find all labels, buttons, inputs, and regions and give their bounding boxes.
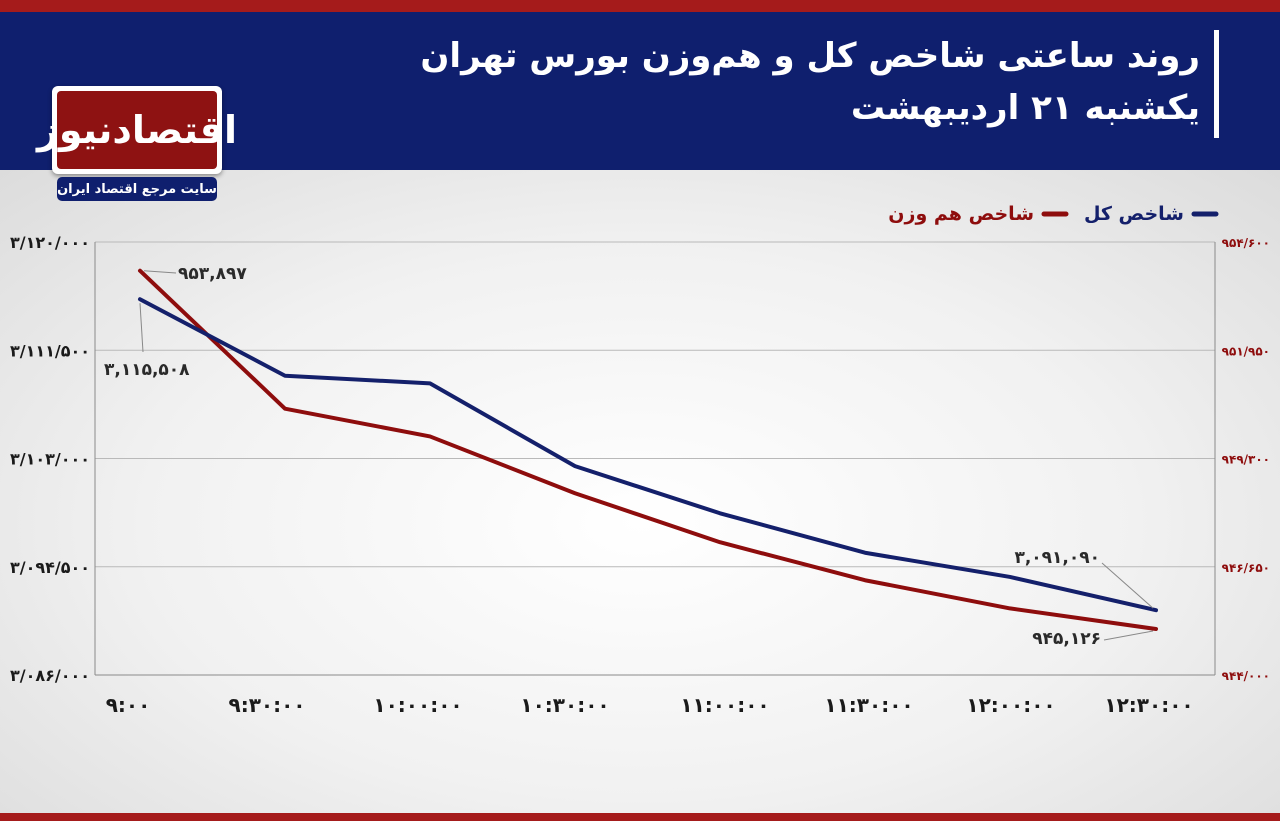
logo-tagline: سایت مرجع اقتصاد ایران (57, 177, 217, 201)
leader-line (1101, 562, 1154, 609)
x-axis-tick-label: ۱۱:۰۰:۰۰ (680, 693, 769, 717)
right-axis-tick-label: ۹۴۴/۰۰۰ (1222, 669, 1270, 683)
x-axis-tick-label: ۱۲:۳۰:۰۰ (1104, 693, 1193, 717)
logo: اقتصادنیوز (37, 86, 237, 174)
x-axis-tick-label: ۹:۳۰:۰۰ (228, 693, 305, 717)
data-labels: ۹۵۳,۸۹۷ ۳,۱۱۵,۵۰۸ ۳,۰۹۱,۰۹۰ ۹۴۵,۱۲۶ (104, 264, 1154, 649)
chart-title: روند ساعتی شاخص کل و هم‌وزن بورس تهران (420, 36, 1200, 76)
bottom-accent-strip (0, 813, 1280, 821)
logo-wordmark: اقتصادنیوز (37, 91, 237, 169)
start-label-equal-weight: ۹۵۳,۸۹۷ (178, 264, 247, 284)
header-divider (1214, 30, 1219, 138)
top-accent-strip (0, 0, 1280, 12)
series-line-main-index (138, 297, 1158, 613)
chart-subtitle: یکشنبه ۲۱ اردیبهشت (850, 88, 1200, 128)
left-axis-tick-label: ۳/۰۸۶/۰۰۰ (10, 666, 90, 685)
grid (95, 241, 1215, 676)
leader-line (1103, 630, 1154, 641)
x-axis-tick-label: ۱۲:۰۰:۰۰ (966, 693, 1055, 717)
right-axis-tick-label: ۹۴۹/۳۰۰ (1222, 453, 1270, 467)
chart-background (0, 170, 1280, 813)
legend: شاخص کل شاخص هم وزن (888, 203, 1219, 225)
left-axis-tick-label: ۳/۰۹۴/۵۰۰ (10, 558, 90, 577)
x-axis-tick-label: ۱۰:۳۰:۰۰ (520, 693, 609, 717)
x-axis-tick-label: ۱۰:۰۰:۰۰ (373, 693, 462, 717)
leader-line (139, 303, 144, 353)
left-axis-tick-label: ۳/۱۱۱/۵۰۰ (10, 341, 90, 360)
series-line-equal-weight-index (138, 268, 1158, 632)
x-axis-tick-label: ۱۱:۳۰:۰۰ (824, 693, 913, 717)
right-axis-tick-label: ۹۴۶/۶۵۰ (1222, 561, 1270, 575)
left-axis-tick-label: ۳/۱۰۳/۰۰۰ (10, 450, 90, 469)
left-axis-tick-label: ۳/۱۲۰/۰۰۰ (10, 233, 90, 252)
right-axis-tick-label: ۹۵۱/۹۵۰ (1222, 344, 1270, 358)
x-axis-tick-label: ۹:۰۰ (106, 693, 151, 717)
leader-line (143, 270, 177, 274)
axes: ۳/۰۸۶/۰۰۰ ۳/۰۹۴/۵۰۰ ۳/۱۰۳/۰۰۰ ۳/۱۱۱/۵۰۰ ۳/۱۲… (10, 233, 1270, 717)
right-axis-tick-label: ۹۵۴/۶۰۰ (1222, 236, 1270, 250)
legend-label-equal-weight: شاخص هم وزن (888, 203, 1034, 225)
end-label-equal-weight: ۹۴۵,۱۲۶ (1032, 629, 1101, 649)
series-lines (138, 268, 1158, 632)
legend-label-main: شاخص کل (1084, 203, 1184, 225)
end-label-main-index: ۳,۰۹۱,۰۹۰ (1014, 548, 1100, 568)
start-label-main-index: ۳,۱۱۵,۵۰۸ (104, 360, 190, 380)
